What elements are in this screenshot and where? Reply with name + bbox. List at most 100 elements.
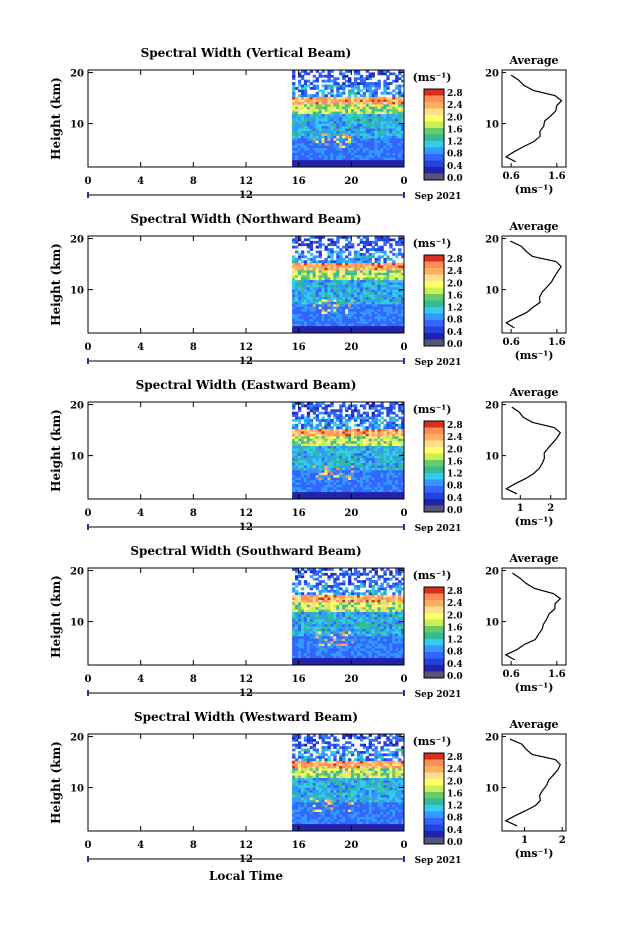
heatmap-cell	[389, 125, 393, 129]
heatmap-cell	[306, 489, 311, 493]
heatmap-cell	[292, 435, 296, 439]
heatmap-cell	[297, 431, 302, 434]
heatmap-cell	[303, 294, 308, 298]
heatmap-cell	[292, 299, 296, 302]
heatmap-cell	[348, 484, 352, 488]
heatmap-cell	[368, 94, 373, 98]
heatmap-cell	[395, 660, 399, 663]
heatmap-cell	[398, 640, 402, 644]
heatmap-cell	[306, 150, 311, 153]
heatmap-cell	[333, 142, 337, 146]
heatmap-cell	[333, 496, 337, 500]
heatmap-cell	[386, 274, 390, 278]
heatmap-cell	[297, 416, 302, 420]
heatmap-cell	[297, 316, 302, 319]
heatmap-cell	[392, 118, 396, 122]
heatmap-cell	[353, 260, 358, 264]
heatmap-cell	[318, 638, 322, 642]
heatmap-cell	[348, 652, 352, 656]
heatmap-cell	[365, 108, 370, 112]
heatmap-cell	[377, 648, 381, 651]
heatmap-cell	[374, 426, 378, 430]
heatmap-cell	[312, 279, 317, 283]
heatmap-cell	[353, 106, 358, 110]
heatmap-cell	[300, 631, 305, 634]
heatmap-cell	[306, 450, 311, 454]
heatmap-cell	[295, 245, 299, 249]
heatmap-cell	[303, 140, 308, 144]
heatmap-cell	[356, 111, 361, 115]
heatmap-cell	[295, 628, 299, 632]
heatmap-cell	[303, 416, 308, 420]
heatmap-cell	[386, 313, 390, 317]
heatmap-cell	[359, 301, 364, 305]
heatmap-cell	[321, 484, 325, 488]
heatmap-cell	[330, 267, 334, 271]
heatmap-cell	[318, 111, 322, 115]
heatmap-cell	[353, 623, 358, 627]
heatmap-cell	[401, 465, 405, 468]
heatmap-cell	[383, 445, 387, 449]
heatmap-cell	[386, 323, 390, 327]
heatmap-cell	[380, 431, 384, 434]
heatmap-cell	[365, 294, 370, 298]
heatmap-cell	[295, 426, 299, 430]
heatmap-cell	[330, 645, 334, 649]
heatmap-cell	[386, 489, 390, 493]
heatmap-cell	[350, 443, 355, 447]
heatmap-cell	[327, 291, 331, 295]
heatmap-cell	[371, 486, 375, 490]
heatmap-cell	[333, 84, 337, 88]
heatmap-cell	[309, 125, 314, 129]
heatmap-cell	[306, 472, 311, 476]
heatmap-cell	[386, 414, 390, 417]
heatmap-cell	[368, 130, 373, 134]
heatmap-cell	[389, 316, 393, 319]
heatmap-cell	[389, 135, 393, 139]
colorbar-tick-label: 0.8	[447, 150, 463, 160]
heatmap-cell	[389, 484, 393, 488]
heatmap-cell	[336, 489, 340, 493]
heatmap-cell	[324, 133, 328, 136]
heatmap-cell	[371, 269, 375, 273]
heatmap-cell	[395, 494, 399, 497]
heatmap-cell	[324, 448, 328, 451]
heatmap-cell	[353, 135, 358, 139]
heatmap-cell	[395, 465, 399, 468]
heatmap-cell	[339, 147, 343, 151]
heatmap-cell	[365, 648, 370, 651]
heatmap-cell	[350, 311, 355, 314]
heatmap-cell	[356, 106, 361, 110]
heatmap-cell	[345, 433, 349, 437]
heatmap-cell	[348, 440, 352, 444]
heatmap-cell	[312, 491, 317, 495]
heatmap-cell	[386, 662, 390, 666]
heatmap-cell	[383, 260, 387, 264]
heatmap-cell	[300, 318, 305, 322]
heatmap-cell	[386, 316, 390, 319]
heatmap-cell	[300, 116, 305, 119]
heatmap-cell	[321, 496, 325, 500]
heatmap-cell	[371, 460, 375, 464]
heatmap-cell	[392, 462, 396, 466]
heatmap-cell	[389, 325, 393, 329]
heatmap-cell	[330, 303, 334, 307]
heatmap-cell	[303, 455, 308, 459]
heatmap-cell	[356, 330, 361, 334]
heatmap-cell	[353, 250, 358, 254]
heatmap-cell	[339, 135, 343, 139]
heatmap-cell	[345, 479, 349, 483]
heatmap-cell	[303, 265, 308, 268]
heatmap-cell	[356, 416, 361, 420]
heatmap-cell	[345, 70, 349, 73]
heatmap-cell	[306, 650, 311, 654]
heatmap-cell	[321, 469, 325, 473]
heatmap-cell	[348, 301, 352, 305]
heatmap-cell	[324, 272, 328, 276]
heatmap-cell	[324, 301, 328, 305]
heatmap-cell	[339, 421, 343, 425]
heatmap-cell	[374, 135, 378, 139]
heatmap-cell	[356, 445, 361, 449]
heatmap-cell	[380, 265, 384, 268]
heatmap-cell	[324, 113, 328, 117]
